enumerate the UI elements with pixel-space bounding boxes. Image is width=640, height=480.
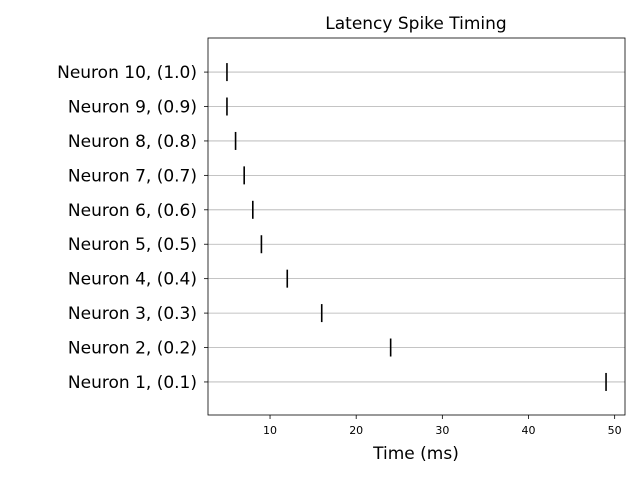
chart-title: Latency Spike Timing — [325, 14, 506, 34]
y-tick-label: Neuron 2, (0.2) — [68, 339, 197, 359]
y-tick-label: Neuron 6, (0.6) — [68, 201, 197, 221]
y-tick-label: Neuron 7, (0.7) — [68, 166, 197, 186]
plot-frame — [207, 37, 626, 416]
y-tick-label: Neuron 8, (0.8) — [68, 132, 197, 152]
y-tick-label: Neuron 1, (0.1) — [68, 373, 197, 393]
x-tick-label: 30 — [435, 424, 449, 437]
y-tick-label: Neuron 5, (0.5) — [68, 235, 197, 255]
x-tick-label: 50 — [608, 424, 622, 437]
x-tick-label: 10 — [263, 424, 277, 437]
y-tick-label: Neuron 10, (1.0) — [57, 63, 197, 83]
y-tick-label: Neuron 3, (0.3) — [68, 304, 197, 324]
x-axis-label: Time (ms) — [372, 444, 459, 464]
y-tick-label: Neuron 4, (0.4) — [68, 270, 197, 290]
x-tick-label: 20 — [349, 424, 363, 437]
y-tick-label: Neuron 9, (0.9) — [68, 98, 197, 118]
x-tick-label: 40 — [522, 424, 536, 437]
